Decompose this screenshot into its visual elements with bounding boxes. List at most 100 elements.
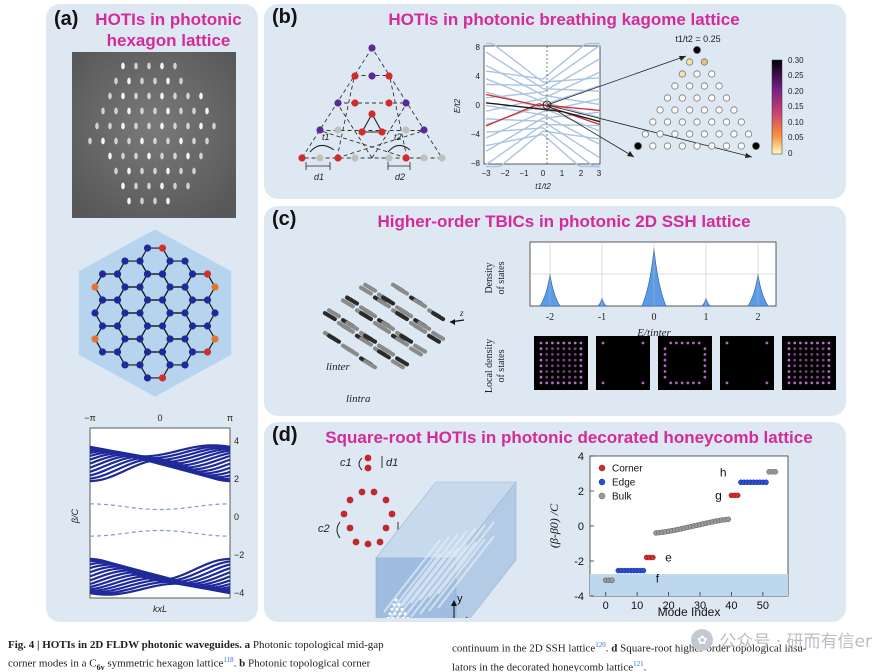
waveguide-dot: [160, 62, 164, 70]
block-waveguides: [383, 521, 495, 618]
mode-point-edge: [640, 567, 647, 574]
lattice-site: [98, 322, 107, 330]
caption-ref-120[interactable]: 120: [595, 641, 606, 649]
ldos-site: [793, 375, 797, 379]
band-top-tick-1: 0: [157, 413, 162, 423]
lattice-site: [91, 283, 99, 291]
cbar-tick-2: 0.20: [788, 87, 804, 96]
block-dot: [395, 607, 399, 611]
ldos-site: [539, 370, 543, 373]
d2-label: d2: [395, 172, 405, 182]
y-ticks: 4 2 0 -2 -4: [574, 451, 594, 603]
waveguide-dot: [121, 152, 125, 160]
band-y-tick-0: 4: [234, 436, 239, 446]
waveguide-dot: [147, 92, 151, 100]
waveguide-rod: [326, 333, 341, 344]
waveguide-dot: [166, 137, 170, 145]
waveguide-rod: [345, 295, 360, 306]
ldos-site: [579, 364, 583, 368]
waveguide-rod: [345, 346, 360, 357]
waveguide-dot: [114, 167, 118, 175]
ldos-site: [827, 341, 831, 345]
lattice-site: [203, 270, 212, 278]
ldos-site: [573, 370, 577, 373]
waveguide-rod: [431, 330, 446, 341]
waveguide-rod: [390, 359, 405, 370]
panel-b-label: (b): [272, 6, 298, 28]
caption-ref-118[interactable]: 118: [223, 656, 234, 664]
density-of-states-plot: Density of states -2 -1 0 1 2 E/tinter: [484, 241, 777, 339]
waveguide-dot: [108, 122, 112, 130]
kagome-site: [351, 154, 359, 162]
l-inter-label: linter: [326, 361, 351, 373]
triangle-site: [671, 106, 679, 114]
ldos-site: [562, 364, 566, 368]
triangle-site: [722, 142, 731, 150]
ldos-site: [816, 341, 819, 345]
ldos-site: [793, 358, 797, 362]
ldos-ylabel-2: of states: [496, 349, 507, 382]
waveguide-dot: [127, 77, 131, 85]
lattice-site: [166, 257, 174, 265]
block-waveguide: [395, 550, 450, 618]
lattice-site: [98, 296, 107, 304]
waveguide-rod: [381, 295, 396, 306]
ldos-site: [539, 341, 543, 345]
bulk-band-line: [485, 58, 601, 99]
x-ticks: 0 10 20 30 40 50: [603, 592, 769, 612]
ldos-site: [551, 375, 554, 379]
band-y-tick-3: −2: [234, 550, 244, 560]
block-waveguide: [401, 533, 459, 607]
ldos-site: [601, 381, 605, 385]
panel-d-label: (d): [272, 424, 298, 446]
kagome-site: [334, 99, 342, 107]
ldos-site: [562, 353, 566, 356]
c1-arrow: [358, 457, 363, 471]
ldos-site: [810, 370, 814, 373]
triangle-site: [715, 130, 723, 138]
bulk-band-line: [485, 111, 601, 152]
lattice-site: [158, 374, 167, 382]
dos-x-tick-3: 1: [704, 312, 709, 323]
lattice-site: [158, 296, 167, 304]
axis-z-label: z: [474, 615, 480, 618]
block-dot: [386, 616, 390, 618]
lattice-site: [98, 270, 107, 278]
waveguide-dot: [179, 137, 183, 145]
lattice-site: [158, 244, 167, 252]
ldos-site: [804, 364, 808, 368]
waveguide-rod: [395, 285, 410, 296]
legend-marker-edge: [598, 478, 606, 486]
lower-band: [89, 582, 231, 596]
legend-label-edge: Edge: [612, 478, 636, 489]
ldos-site: [545, 370, 549, 373]
lattice-site: [143, 322, 152, 330]
caption-ref-121[interactable]: 121: [633, 659, 644, 668]
ldos-site: [669, 381, 673, 385]
lattice-site: [203, 322, 212, 330]
block-dot: [397, 603, 401, 607]
ldos-site: [573, 364, 577, 368]
local-density-of-states: Local density of states: [484, 336, 836, 393]
triangle-site: [722, 94, 731, 102]
triangle-site: [737, 142, 745, 150]
cbar-tick-3: 0.15: [788, 102, 804, 111]
lattice-site: [188, 296, 197, 304]
ldos-site: [787, 370, 791, 373]
cbar-tick-1: 0.25: [788, 71, 804, 80]
ldos-site: [556, 341, 560, 345]
ratio-label: t1/t2 = 0.25: [675, 34, 720, 44]
triangle-site: [678, 70, 686, 78]
waveguide-dot: [127, 197, 131, 205]
caption-bold-d: d: [611, 642, 618, 655]
waveguide-dot: [147, 152, 151, 160]
ldos-site: [793, 341, 797, 345]
annotation-h: h: [720, 465, 727, 479]
block-dot: [388, 612, 392, 616]
axis-y-label: y: [457, 593, 463, 605]
waveguide-dot: [153, 197, 157, 205]
triangle-site: [700, 130, 709, 138]
ldos-site: [810, 375, 814, 379]
bulk-band-shade: [590, 574, 788, 596]
dos-x-tick-0: -2: [546, 312, 554, 323]
